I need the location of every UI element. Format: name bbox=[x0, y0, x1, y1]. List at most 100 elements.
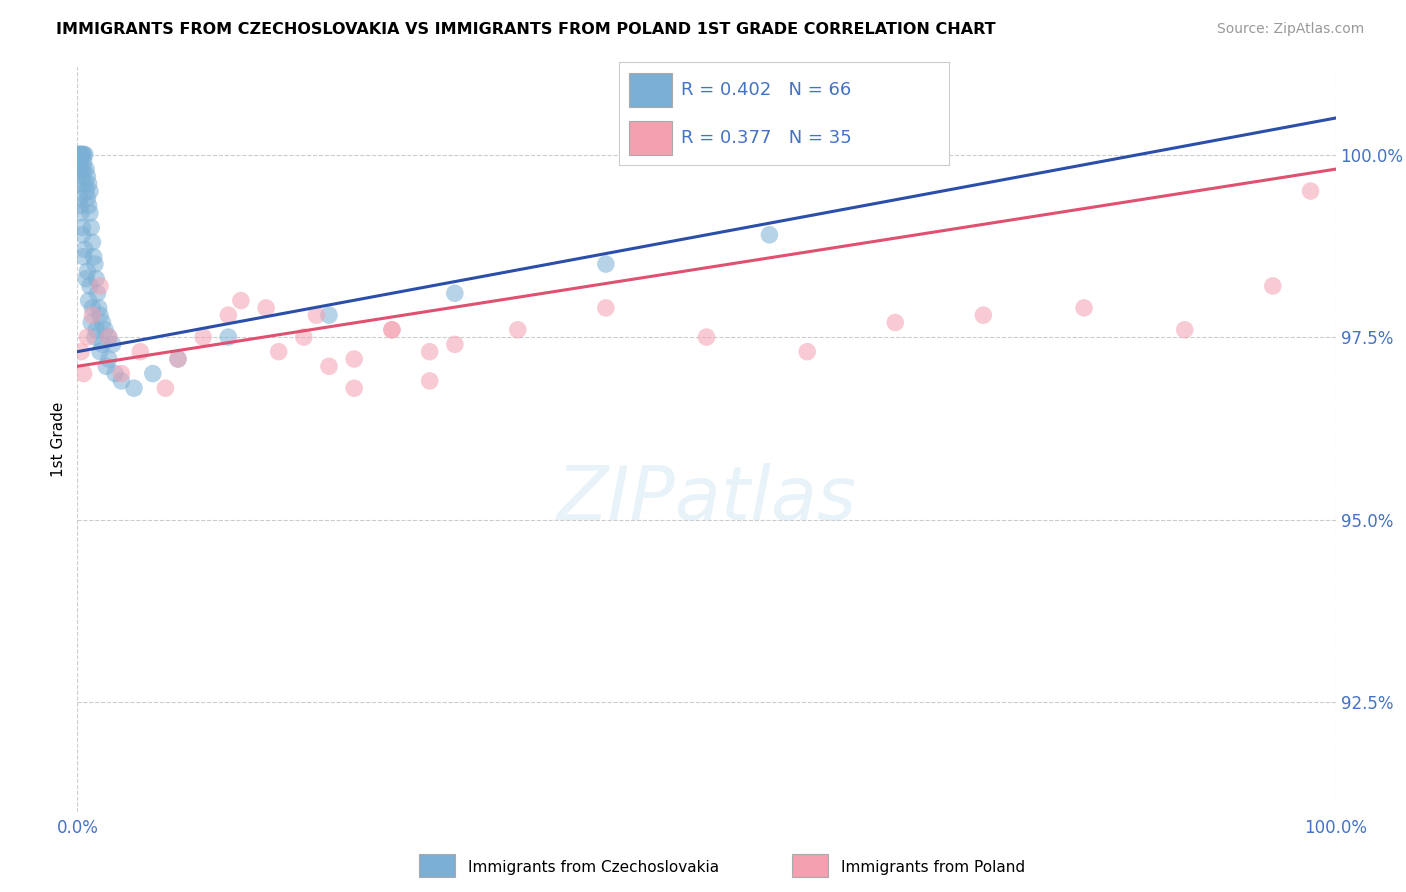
Point bbox=[79, 184, 101, 198]
Point bbox=[254, 301, 277, 315]
Point bbox=[75, 162, 97, 177]
Point bbox=[167, 351, 190, 366]
Point bbox=[1174, 323, 1197, 337]
Text: IMMIGRANTS FROM CZECHOSLOVAKIA VS IMMIGRANTS FROM POLAND 1ST GRADE CORRELATION C: IMMIGRANTS FROM CZECHOSLOVAKIA VS IMMIGR… bbox=[56, 22, 995, 37]
Point bbox=[305, 308, 328, 322]
Point bbox=[444, 337, 467, 351]
Point bbox=[91, 316, 114, 330]
Point bbox=[84, 257, 107, 271]
Point bbox=[217, 330, 239, 344]
Point bbox=[318, 359, 340, 374]
Point bbox=[318, 308, 340, 322]
Point bbox=[82, 301, 104, 315]
Point bbox=[73, 243, 96, 257]
Text: Immigrants from Czechoslovakia: Immigrants from Czechoslovakia bbox=[468, 860, 720, 874]
Point bbox=[96, 359, 118, 374]
Point bbox=[884, 316, 907, 330]
Point bbox=[80, 220, 103, 235]
Point bbox=[70, 206, 93, 220]
Point bbox=[72, 250, 94, 264]
Point bbox=[122, 381, 145, 395]
Point bbox=[419, 344, 441, 359]
Bar bbox=[628, 121, 672, 155]
Point bbox=[70, 162, 93, 177]
Point bbox=[381, 323, 404, 337]
Point bbox=[69, 191, 91, 205]
Point bbox=[73, 147, 96, 161]
Point bbox=[72, 220, 94, 235]
Y-axis label: 1st Grade: 1st Grade bbox=[51, 401, 66, 477]
Point bbox=[343, 381, 366, 395]
Point bbox=[419, 374, 441, 388]
Point bbox=[84, 323, 107, 337]
Point bbox=[1299, 184, 1322, 198]
Point bbox=[82, 235, 104, 249]
Point bbox=[972, 308, 994, 322]
Point bbox=[229, 293, 252, 308]
Point bbox=[77, 199, 100, 213]
Point bbox=[94, 323, 117, 337]
Text: R = 0.402   N = 66: R = 0.402 N = 66 bbox=[682, 80, 852, 99]
Point bbox=[70, 344, 93, 359]
Point bbox=[343, 351, 366, 366]
Point bbox=[70, 147, 93, 161]
Point bbox=[69, 147, 91, 161]
Text: Immigrants from Poland: Immigrants from Poland bbox=[841, 860, 1025, 874]
Point bbox=[86, 286, 108, 301]
Point bbox=[72, 367, 94, 381]
Point bbox=[267, 344, 290, 359]
Bar bbox=[628, 73, 672, 106]
Point bbox=[72, 147, 94, 161]
Point bbox=[72, 162, 94, 177]
Point bbox=[87, 301, 110, 315]
Point bbox=[444, 286, 467, 301]
Point bbox=[69, 147, 91, 161]
Point bbox=[67, 177, 90, 191]
Point bbox=[69, 154, 91, 169]
Point bbox=[67, 162, 90, 177]
Point bbox=[217, 308, 239, 322]
Point bbox=[89, 344, 111, 359]
Point bbox=[1073, 301, 1095, 315]
Point bbox=[73, 177, 96, 191]
Point bbox=[77, 293, 100, 308]
Point bbox=[381, 323, 404, 337]
Text: Source: ZipAtlas.com: Source: ZipAtlas.com bbox=[1216, 22, 1364, 37]
Point bbox=[595, 257, 617, 271]
Point bbox=[595, 301, 617, 315]
Point bbox=[97, 330, 120, 344]
Point bbox=[76, 191, 98, 205]
Point bbox=[72, 169, 94, 184]
Point bbox=[76, 264, 98, 278]
Point bbox=[167, 351, 190, 366]
Point bbox=[76, 330, 98, 344]
Point bbox=[110, 367, 132, 381]
Point bbox=[110, 374, 132, 388]
Point bbox=[129, 344, 152, 359]
Point bbox=[191, 330, 215, 344]
Point bbox=[77, 177, 100, 191]
Text: ZIPatlas: ZIPatlas bbox=[557, 463, 856, 535]
Point bbox=[89, 308, 111, 322]
Point bbox=[97, 351, 120, 366]
Point bbox=[101, 337, 124, 351]
Point bbox=[91, 337, 114, 351]
Point bbox=[155, 381, 177, 395]
Point bbox=[69, 199, 91, 213]
Point bbox=[72, 227, 94, 242]
Point bbox=[79, 279, 101, 293]
Point bbox=[1261, 279, 1284, 293]
Point bbox=[104, 367, 127, 381]
Point bbox=[142, 367, 165, 381]
Point bbox=[758, 227, 780, 242]
Point bbox=[72, 154, 94, 169]
Point bbox=[89, 279, 111, 293]
Point bbox=[67, 147, 90, 161]
Point bbox=[72, 147, 94, 161]
Point bbox=[70, 147, 93, 161]
Point bbox=[67, 147, 90, 161]
Bar bbox=[792, 854, 828, 878]
Text: R = 0.377   N = 35: R = 0.377 N = 35 bbox=[682, 128, 852, 147]
Point bbox=[79, 206, 101, 220]
Point bbox=[82, 308, 104, 322]
